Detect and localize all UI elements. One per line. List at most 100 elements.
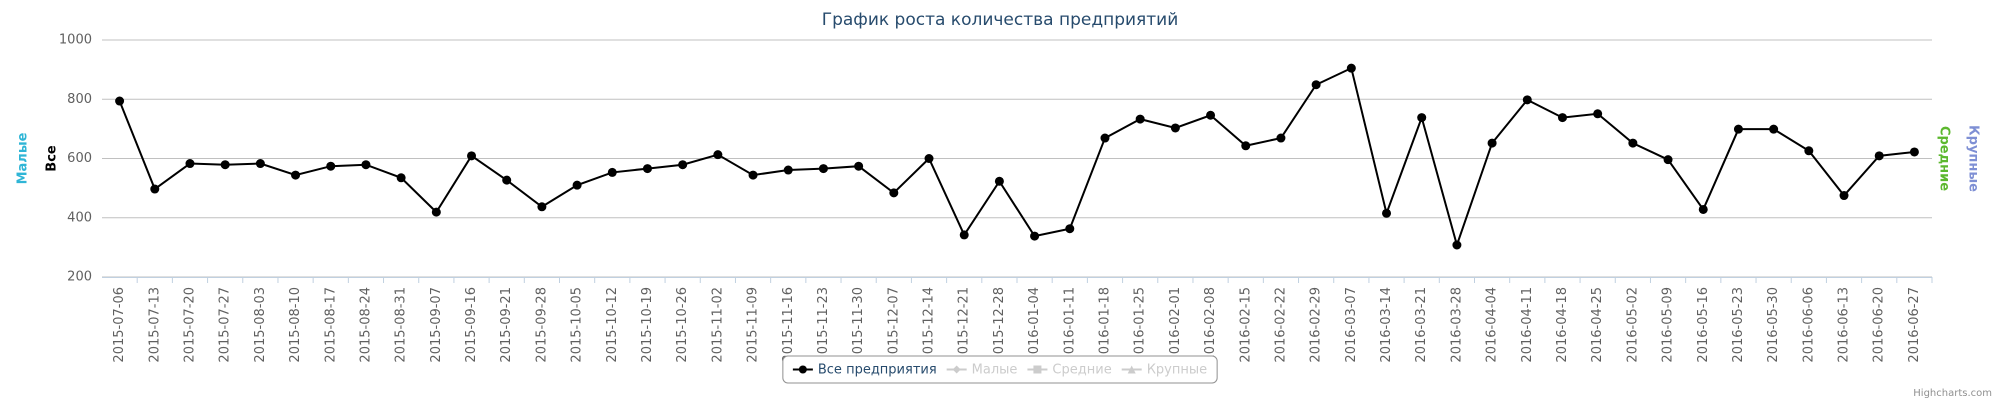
data-point: [1663, 155, 1673, 165]
legend-box: [782, 355, 1218, 384]
legend-item[interactable]: Малые: [946, 363, 1018, 378]
x-tick-label: 2015-08-10: [288, 287, 303, 363]
legend-label: Средние: [1052, 363, 1111, 378]
legend-item[interactable]: Все предприятия: [792, 363, 937, 378]
data-point: [1804, 146, 1814, 156]
data-point: [326, 161, 336, 171]
x-tick-label: 2016-05-09: [1661, 287, 1676, 363]
legend: Все предприятия Малые Средние Крупные: [782, 355, 1218, 384]
data-point: [1593, 109, 1603, 119]
x-tick-label: 2015-10-19: [640, 287, 655, 363]
x-tick-label: 2016-04-04: [1485, 287, 1500, 363]
legend-label: Малые: [972, 363, 1018, 378]
x-tick-label: 2015-11-02: [710, 287, 725, 363]
x-tick-label: 2015-12-28: [992, 287, 1007, 363]
data-point: [1909, 147, 1919, 157]
y-tick-label: 1000: [59, 33, 92, 48]
chart-title: График роста количества предприятий: [822, 10, 1179, 30]
data-point: [1382, 208, 1392, 218]
x-tick-label: 2015-12-07: [886, 287, 901, 363]
x-tick-label: 2015-07-20: [182, 287, 197, 363]
x-tick-label: 2015-11-09: [746, 287, 761, 363]
data-point: [255, 159, 265, 169]
data-point: [1276, 133, 1286, 143]
x-tick-label: 2015-07-13: [147, 287, 162, 363]
x-tick-label: 2015-10-26: [675, 287, 690, 363]
x-tick-label: 2016-01-25: [1133, 287, 1148, 363]
data-point: [1557, 113, 1567, 123]
x-tick-label: 2016-01-11: [1062, 287, 1077, 363]
data-point: [361, 160, 371, 170]
data-point: [1487, 138, 1497, 148]
x-tick-label: 2016-06-20: [1872, 287, 1887, 363]
axis-title: Малые: [16, 132, 31, 184]
x-tick-label: 2015-11-23: [816, 287, 831, 363]
data-point: [502, 175, 512, 185]
y-tick-label: 600: [67, 151, 92, 166]
x-tick-label: 2016-01-04: [1027, 287, 1042, 363]
y-tick-label: 200: [67, 270, 92, 285]
legend-label: Все предприятия: [818, 363, 937, 378]
data-point: [607, 167, 617, 177]
x-tick-label: 2016-01-18: [1097, 287, 1112, 363]
data-point: [678, 160, 688, 170]
data-point: [1241, 141, 1251, 151]
y-tick-label: 800: [67, 92, 92, 107]
data-point: [959, 230, 969, 240]
x-tick-label: 2016-05-30: [1766, 287, 1781, 363]
data-point: [1452, 240, 1462, 250]
x-tick-label: 2015-08-31: [394, 287, 409, 363]
data-point: [1769, 124, 1779, 134]
x-tick-label: 2016-05-23: [1731, 287, 1746, 363]
x-tick-label: 2015-08-17: [323, 287, 338, 363]
x-tick-label: 2016-02-01: [1168, 287, 1183, 363]
x-tick-label: 2015-11-16: [781, 287, 796, 363]
x-tick-label: 2015-09-21: [499, 287, 514, 363]
x-tick-label: 2015-09-16: [464, 287, 479, 363]
data-point: [1065, 224, 1075, 234]
data-point: [818, 164, 828, 174]
data-point: [185, 159, 195, 169]
x-tick-label: 2016-06-27: [1907, 287, 1922, 363]
x-tick-label: 2016-05-16: [1696, 287, 1711, 363]
x-tick-label: 2016-03-07: [1344, 287, 1359, 363]
x-tick-label: 2016-02-08: [1203, 287, 1218, 363]
x-tick-label: 2016-06-13: [1837, 287, 1852, 363]
data-point: [1170, 123, 1180, 133]
data-point: [220, 160, 230, 170]
data-point: [924, 154, 934, 163]
legend-label: Крупные: [1147, 363, 1207, 378]
x-tick-label: 2015-10-05: [570, 287, 585, 363]
data-point: [1628, 138, 1638, 148]
legend-symbol: [1033, 365, 1042, 374]
axis-title: Средние: [1937, 126, 1952, 191]
x-tick-label: 2015-10-12: [605, 287, 620, 363]
data-point: [1030, 231, 1040, 241]
x-tick-label: 2016-02-22: [1273, 287, 1288, 363]
data-point: [889, 188, 899, 198]
credits[interactable]: Highcharts.com: [1913, 388, 1992, 399]
data-point: [396, 173, 406, 183]
x-tick-label: 2016-02-15: [1238, 287, 1253, 363]
x-tick-label: 2015-09-28: [534, 287, 549, 363]
x-tick-label: 2016-05-02: [1625, 287, 1640, 363]
x-tick-label: 2015-08-24: [358, 287, 373, 363]
data-point: [572, 180, 582, 190]
y-tick-label: 400: [67, 210, 92, 225]
data-point: [1346, 63, 1356, 73]
data-point: [1417, 113, 1427, 123]
legend-item[interactable]: Крупные: [1121, 363, 1207, 378]
x-tick-label: 2016-04-11: [1520, 287, 1535, 363]
data-point: [431, 207, 441, 217]
legend-item[interactable]: Средние: [1027, 363, 1112, 378]
x-tick-label: 2016-02-29: [1309, 287, 1324, 363]
legend-symbol: [952, 365, 961, 374]
data-point: [1206, 110, 1216, 120]
x-tick-label: 2015-12-21: [957, 287, 972, 363]
data-point: [537, 202, 547, 212]
x-tick-label: 2015-07-06: [112, 287, 127, 363]
x-tick-label: 2015-09-07: [429, 287, 444, 363]
x-tick-label: 2016-03-14: [1379, 287, 1394, 363]
x-tick-label: 2015-11-30: [851, 287, 866, 363]
data-point: [1100, 133, 1110, 143]
